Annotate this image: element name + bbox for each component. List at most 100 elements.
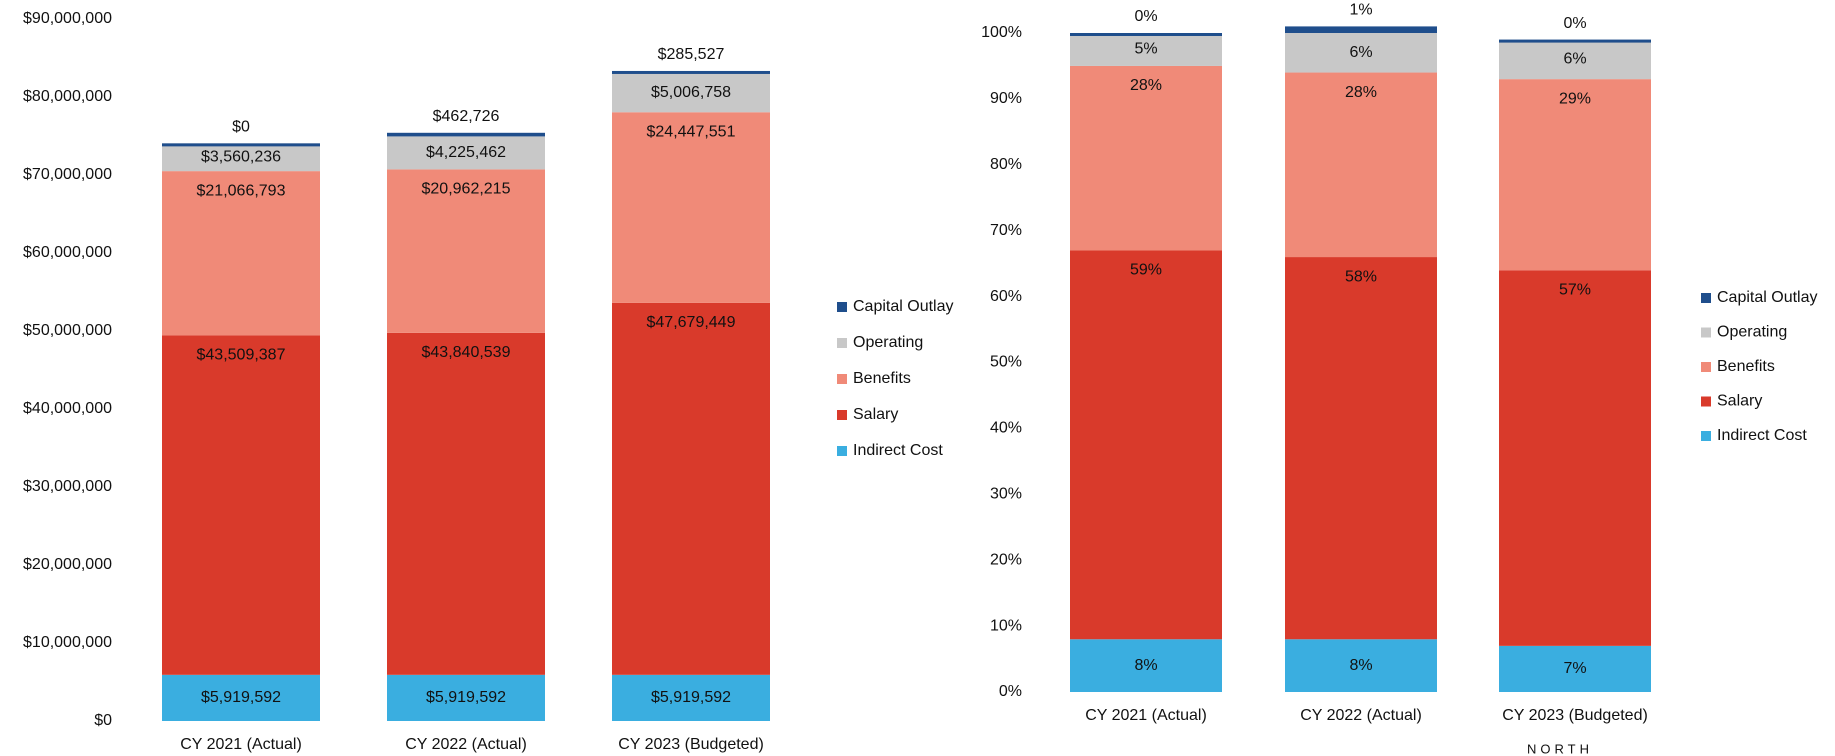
value-label: $5,919,592 — [651, 689, 731, 706]
y-tick-label: $40,000,000 — [23, 400, 112, 417]
value-label: $0 — [232, 119, 250, 136]
bar-segment — [612, 112, 770, 303]
legend-swatch — [1701, 396, 1711, 407]
bar-segment — [1285, 257, 1437, 640]
bar-segment — [1285, 33, 1437, 73]
bar-segment — [1070, 639, 1222, 692]
value-label: 7% — [1563, 660, 1586, 677]
bar-segment — [1499, 39, 1651, 80]
legend-swatch — [837, 302, 847, 312]
value-label: $5,919,592 — [426, 689, 506, 706]
y-tick-label: $10,000,000 — [23, 634, 112, 651]
bar-segment — [162, 674, 320, 721]
bar-segment — [1285, 72, 1437, 258]
value-label: 28% — [1130, 77, 1162, 94]
legend-label: Benefits — [853, 370, 911, 387]
footer-text: NORTH — [1527, 741, 1593, 756]
value-label: $285,527 — [658, 46, 725, 63]
legend-swatch — [837, 374, 847, 384]
value-label: $21,066,793 — [197, 182, 286, 199]
value-label: 0% — [1134, 8, 1157, 25]
bar-segment — [162, 171, 320, 336]
y-tick-label: 30% — [990, 486, 1022, 503]
bar-segment — [162, 143, 320, 172]
value-label: 28% — [1345, 84, 1377, 101]
bar-segment — [1285, 639, 1437, 692]
value-label: 5% — [1134, 41, 1157, 58]
bar-segment — [162, 143, 320, 147]
y-tick-label: 60% — [990, 288, 1022, 305]
value-label: $20,962,215 — [422, 181, 511, 198]
x-tick-label: CY 2022 (Actual) — [405, 736, 527, 753]
bar-segment — [162, 335, 320, 675]
legend-label: Indirect Cost — [853, 442, 943, 459]
bar-segment — [1070, 65, 1222, 251]
bar-segment — [612, 73, 770, 113]
legend-label: Operating — [1717, 324, 1787, 341]
legend-label: Salary — [1717, 393, 1762, 410]
legend-swatch — [837, 338, 847, 348]
x-tick-label: CY 2021 (Actual) — [1085, 707, 1207, 724]
value-label: 59% — [1130, 262, 1162, 279]
bar-segment — [1070, 33, 1222, 66]
value-label: $43,509,387 — [197, 347, 286, 364]
y-tick-label: 20% — [990, 551, 1022, 568]
bar-segment — [1499, 39, 1651, 43]
legend-label: Capital Outlay — [853, 298, 954, 315]
legend-swatch — [1701, 431, 1711, 441]
legend-swatch — [1701, 362, 1711, 372]
bar-segment — [387, 169, 545, 333]
bar-segment — [387, 136, 545, 170]
legend-swatch — [837, 446, 847, 456]
bar-segment — [387, 132, 545, 137]
y-tick-label: $20,000,000 — [23, 556, 112, 573]
value-label: 58% — [1345, 268, 1377, 285]
legend-swatch — [1701, 327, 1711, 338]
value-label: $24,447,551 — [647, 123, 736, 140]
bar-segment — [612, 302, 770, 675]
y-tick-label: 50% — [990, 354, 1022, 371]
x-tick-label: CY 2021 (Actual) — [180, 736, 302, 753]
y-tick-label: $30,000,000 — [23, 478, 112, 495]
value-label: 0% — [1563, 15, 1586, 32]
y-tick-label: 80% — [990, 156, 1022, 173]
legend-label: Capital Outlay — [1717, 289, 1818, 306]
x-tick-label: CY 2022 (Actual) — [1300, 707, 1422, 724]
value-label: 6% — [1563, 51, 1586, 68]
bar-segment — [1070, 250, 1222, 640]
bar-segment — [612, 70, 770, 74]
value-label: $462,726 — [433, 108, 500, 125]
y-tick-label: $70,000,000 — [23, 166, 112, 183]
bar-segment — [612, 674, 770, 721]
value-label: 8% — [1349, 657, 1372, 674]
value-label: $47,679,449 — [647, 314, 736, 331]
legend-label: Salary — [853, 406, 898, 423]
legend-swatch — [837, 410, 847, 420]
bar-segment — [387, 332, 545, 675]
y-tick-label: $80,000,000 — [23, 88, 112, 105]
bar-segment — [1499, 270, 1651, 646]
value-label: 8% — [1134, 657, 1157, 674]
y-tick-label: $60,000,000 — [23, 244, 112, 261]
value-label: $4,225,462 — [426, 144, 506, 161]
y-tick-label: 90% — [990, 90, 1022, 107]
value-label: $5,006,758 — [651, 84, 731, 101]
legend-label: Operating — [853, 334, 923, 351]
value-label: 1% — [1349, 2, 1372, 19]
y-tick-label: 100% — [981, 24, 1022, 41]
bar-segment — [1499, 645, 1651, 692]
value-label: 57% — [1559, 281, 1591, 298]
bar-segment — [1499, 79, 1651, 271]
y-tick-label: 0% — [999, 683, 1022, 700]
value-label: $5,919,592 — [201, 689, 281, 706]
value-label: 6% — [1349, 44, 1372, 61]
y-tick-label: $50,000,000 — [23, 322, 112, 339]
x-tick-label: CY 2023 (Budgeted) — [1502, 707, 1648, 724]
legend-label: Benefits — [1717, 358, 1775, 375]
y-tick-label: $90,000,000 — [23, 10, 112, 27]
y-tick-label: 10% — [990, 617, 1022, 634]
y-tick-label: 40% — [990, 420, 1022, 437]
value-label: 29% — [1559, 90, 1591, 107]
legend-swatch — [1701, 293, 1711, 303]
